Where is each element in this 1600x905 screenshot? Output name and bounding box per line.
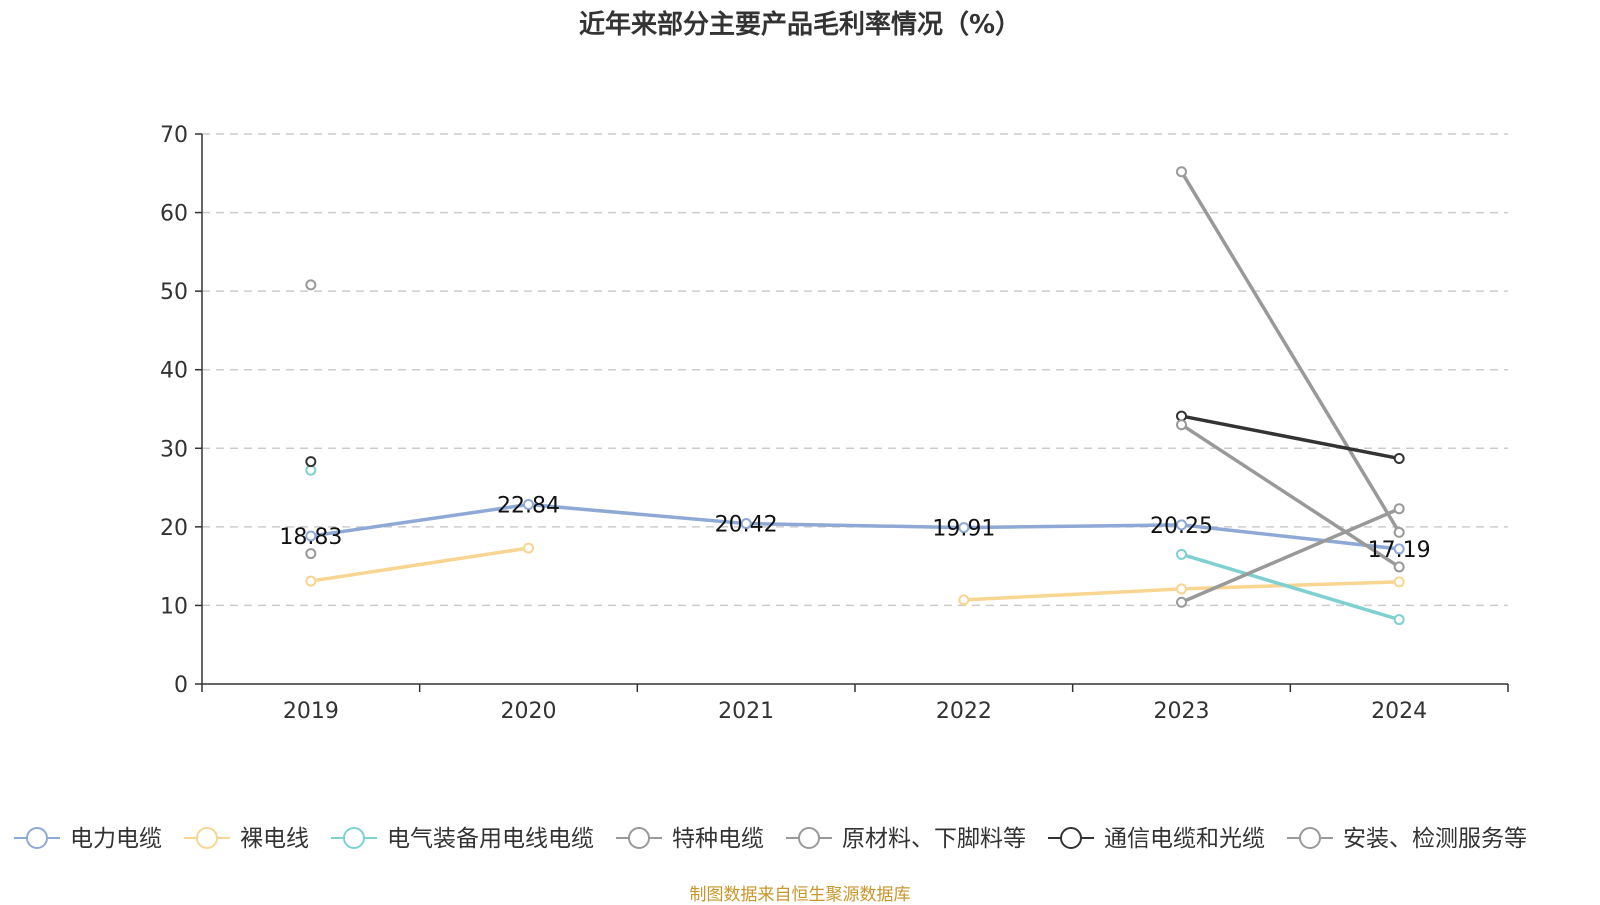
data-point[interactable] (1393, 561, 1405, 573)
y-tick-label: 20 (160, 516, 188, 541)
legend-label: 电气装备用电线电缆 (387, 826, 594, 852)
legend-circle-icon (628, 827, 650, 849)
x-tick-label: 2019 (283, 699, 339, 724)
data-point[interactable] (1393, 614, 1405, 626)
data-point[interactable] (1393, 543, 1405, 555)
data-label: 20.25 (1150, 514, 1213, 539)
legend-circle-icon (196, 827, 218, 849)
data-point[interactable] (523, 542, 534, 554)
x-tick-label: 2020 (501, 699, 557, 724)
x-tick-label: 2021 (718, 699, 774, 724)
series-line-segment (962, 587, 1184, 602)
legend-label: 特种电缆 (672, 826, 764, 852)
legend[interactable]: 电力电缆 裸电线 电气装备用电线电缆 特种电缆 原材料、下脚料等 通信电缆和光缆 安装、检测… (14, 826, 1527, 852)
legend-label: 电力电缆 (70, 826, 162, 852)
series-line-segment (309, 502, 531, 538)
source-note: 制图数据来自恒生聚源数据库 (689, 885, 911, 905)
data-point[interactable] (1176, 419, 1187, 431)
data-point[interactable] (305, 548, 317, 560)
legend-label: 通信电缆和光缆 (1104, 826, 1265, 852)
legend-circle-icon (343, 827, 365, 849)
x-tick-label: 2023 (1154, 699, 1210, 724)
legend-item[interactable]: 电气装备用电线电缆 (331, 826, 594, 852)
data-point[interactable] (1176, 583, 1187, 595)
series-line-segment (1179, 552, 1401, 622)
series-line-segment (1179, 507, 1401, 605)
data-point[interactable] (1176, 519, 1187, 531)
series-line-segment (309, 546, 531, 583)
legend-item[interactable]: 原材料、下脚料等 (786, 826, 1026, 852)
data-point[interactable] (1176, 166, 1187, 178)
grid-lines (202, 133, 1508, 607)
series-markers (305, 166, 1405, 626)
x-tick-label: 2022 (936, 699, 992, 724)
y-tick-label: 30 (160, 437, 188, 462)
data-point[interactable] (1393, 526, 1405, 538)
data-point[interactable] (958, 522, 970, 534)
data-point[interactable] (305, 575, 317, 587)
data-point[interactable] (1176, 596, 1187, 608)
y-tick-label: 40 (160, 359, 188, 384)
legend-label: 裸电线 (240, 826, 309, 852)
series-line-segment (744, 521, 966, 530)
legend-item[interactable]: 安装、检测服务等 (1287, 826, 1527, 852)
series-line-segment (962, 523, 1184, 530)
series-line-segment (1179, 422, 1401, 569)
data-point[interactable] (523, 499, 534, 511)
data-label: 17.19 (1368, 538, 1431, 563)
data-point[interactable] (1176, 548, 1187, 560)
legend-label: 安装、检测服务等 (1343, 826, 1527, 852)
series-line-segment (1179, 169, 1401, 535)
legend-circle-icon (798, 827, 820, 849)
data-point[interactable] (1393, 453, 1405, 464)
data-labels: 18.83 22.84 20.42 19.91 20.25 17.19 (279, 494, 1430, 563)
legend-item[interactable]: 电力电缆 (14, 826, 162, 852)
data-point[interactable] (740, 518, 752, 530)
axes: 0 10 20 30 40 50 60 70 2019 2020 2021 2022 2023 2024 (160, 123, 1509, 724)
x-tick-label: 2024 (1371, 699, 1427, 724)
data-point[interactable] (305, 279, 317, 291)
y-tick-label: 50 (160, 280, 188, 305)
y-tick-label: 70 (160, 123, 188, 148)
legend-item[interactable]: 通信电缆和光缆 (1048, 826, 1265, 852)
data-label: 20.42 (715, 513, 778, 538)
series-line-segment (1179, 414, 1401, 461)
legend-circle-icon (1060, 827, 1082, 849)
data-label: 22.84 (497, 494, 560, 519)
legend-item[interactable]: 特种电缆 (616, 826, 764, 852)
data-point[interactable] (1393, 503, 1405, 515)
data-point[interactable] (1393, 576, 1405, 588)
data-label: 18.83 (279, 525, 342, 550)
legend-label: 原材料、下脚料等 (842, 826, 1026, 852)
y-tick-label: 60 (160, 202, 188, 227)
data-point[interactable] (305, 530, 317, 542)
legend-circle-icon (1299, 827, 1321, 849)
data-point[interactable] (958, 594, 970, 606)
data-point[interactable] (305, 456, 317, 468)
series-line-segment (526, 502, 748, 526)
legend-circle-icon (26, 827, 48, 849)
y-tick-label: 10 (160, 594, 188, 619)
data-label: 19.91 (932, 517, 995, 542)
y-tick-label: 0 (174, 673, 188, 698)
series-lines (309, 169, 1401, 622)
chart-title: 近年来部分主要产品毛利率情况（%） (578, 10, 1022, 40)
legend-item[interactable]: 裸电线 (184, 826, 309, 852)
